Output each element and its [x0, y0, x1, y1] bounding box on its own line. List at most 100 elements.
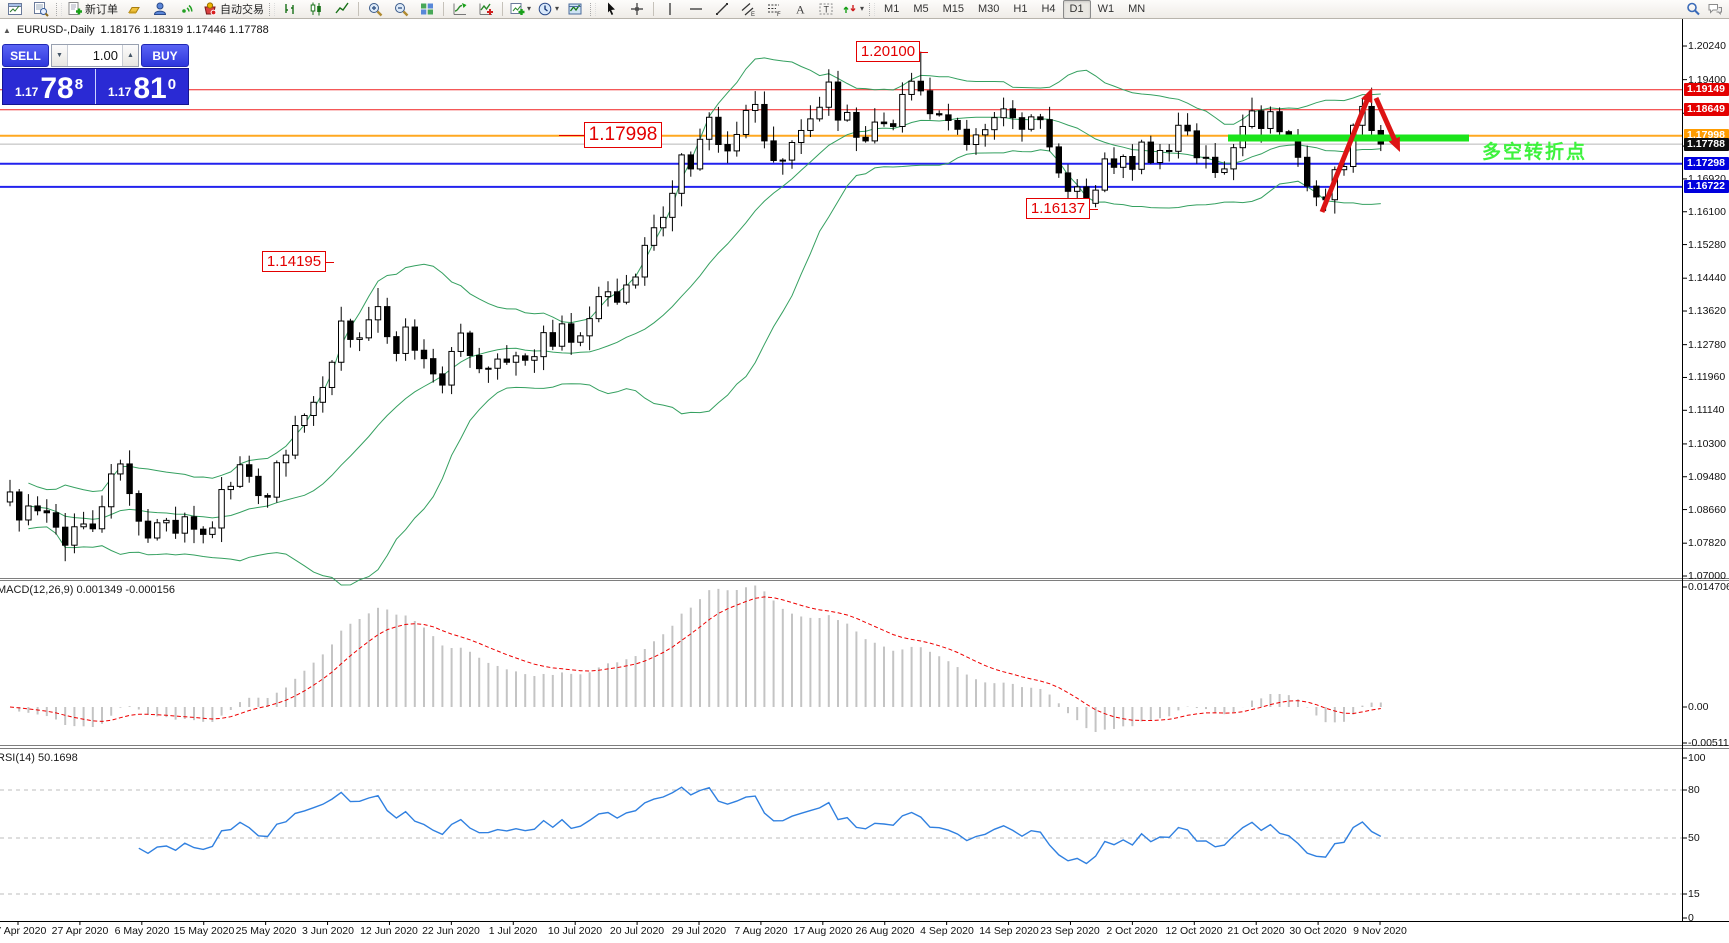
fibonacci-tool[interactable]: F — [761, 0, 787, 19]
macd-pane[interactable] — [0, 581, 1729, 745]
indicators-icon[interactable] — [447, 0, 473, 19]
annotation-connector — [919, 51, 928, 53]
svg-text:A: A — [796, 3, 805, 17]
auto-trading-button[interactable]: 自动交易 — [199, 0, 267, 19]
bid-ask-display: 1.17 78 8 1.17 81 0 — [2, 68, 189, 105]
chart-bottom-border — [0, 921, 1729, 922]
new-order-label: 新订单 — [85, 4, 118, 16]
annotation-text: 1.14195 — [266, 253, 322, 270]
buy-button[interactable]: BUY — [141, 44, 189, 67]
timeframe-m5[interactable]: M5 — [913, 2, 929, 15]
toolbar-group-handle — [590, 2, 597, 16]
toolbar-separator — [443, 2, 444, 16]
timeframe-m1[interactable]: M1 — [884, 2, 900, 15]
pane-splitter[interactable] — [0, 580, 1729, 581]
toolbar-separator — [502, 2, 503, 16]
toolbar-group-handle — [269, 2, 275, 16]
volume-increase-button[interactable]: ▲ — [122, 45, 138, 66]
chart-line-icon[interactable] — [329, 0, 355, 19]
annotation-connector — [559, 135, 585, 136]
price-annotation-120100[interactable]: 1.20100 — [856, 41, 928, 62]
channel-tool[interactable]: E — [735, 0, 761, 19]
ask-prefix: 1.17 — [107, 85, 132, 100]
timeframe-mn[interactable]: MN — [1128, 2, 1146, 15]
bid-pipette: 8 — [74, 76, 84, 93]
pane-splitter[interactable] — [0, 745, 1729, 746]
ask-price[interactable]: 1.17 81 0 — [96, 69, 188, 104]
volume-control: ▼ 1.00 ▲ — [51, 44, 139, 67]
timeframe-d1[interactable]: D1 — [1062, 0, 1091, 19]
collapse-icon[interactable]: ▲ — [3, 25, 11, 35]
timeframe-h4[interactable]: H4 — [1041, 2, 1056, 15]
timeframe-m15[interactable]: M15 — [942, 2, 965, 15]
zoom-in-icon[interactable] — [362, 0, 388, 19]
chart-title: ▲ EURUSD-,Daily 1.18176 1.18319 1.17446 … — [3, 24, 269, 36]
time-axis-pane[interactable] — [0, 922, 1729, 943]
toolbar-group-handle — [869, 2, 876, 16]
arrows-tool[interactable]: ▾ — [839, 0, 867, 19]
annotation-connector — [1089, 208, 1098, 210]
bid-price[interactable]: 1.17 78 8 — [3, 69, 96, 104]
toolbar-group-handle — [56, 2, 62, 16]
main-chart-pane[interactable] — [0, 19, 1729, 578]
macd-label: MACD(12,26,9) 0.001349 -0.000156 — [0, 584, 175, 596]
pane-splitter[interactable] — [0, 578, 1729, 579]
ask-big-digits: 81 — [133, 71, 167, 105]
ohlc-values: 1.18176 1.18319 1.17446 1.17788 — [100, 24, 269, 36]
turning-point-text[interactable]: 多空转折点 — [1482, 142, 1588, 163]
annotation-text: 1.16137 — [1030, 200, 1086, 217]
rsi-label: RSI(14) 50.1698 — [0, 752, 78, 764]
annotation-connector — [325, 261, 334, 263]
text-tool[interactable]: A — [787, 0, 813, 19]
accounts-icon[interactable] — [147, 0, 173, 19]
timeframe-m30[interactable]: M30 — [978, 2, 1000, 15]
new-chart-button[interactable]: ▾ — [506, 0, 534, 19]
cursor-tool[interactable] — [598, 0, 624, 19]
horizontal-line-tool[interactable] — [683, 0, 709, 19]
indicator-window-icon[interactable] — [473, 0, 499, 19]
timeframe-toolbar: M1 M5 M15 M30 H1 H4 D1 W1 MN — [877, 0, 1152, 19]
chart-candles-icon[interactable] — [303, 0, 329, 19]
search-icon[interactable] — [1685, 1, 1701, 17]
volume-decrease-button[interactable]: ▼ — [52, 45, 68, 66]
timeframe-w1[interactable]: W1 — [1097, 2, 1115, 15]
vertical-line-tool[interactable] — [657, 0, 683, 19]
toolbar-separator — [358, 2, 359, 16]
charts-window-icon[interactable] — [2, 0, 28, 19]
tile-windows-icon[interactable] — [414, 0, 440, 19]
ask-pipette: 0 — [167, 76, 177, 93]
pane-splitter[interactable] — [0, 748, 1729, 749]
bid-prefix: 1.17 — [14, 85, 39, 100]
market-watch-icon[interactable] — [28, 0, 54, 19]
price-annotation-116137[interactable]: 1.16137 — [1026, 198, 1098, 219]
timeframe-h1[interactable]: H1 — [1013, 2, 1028, 15]
main-toolbar: 新订单 自动交易 ▾ ▾ — [0, 0, 1729, 19]
chart-bars-icon[interactable] — [277, 0, 303, 19]
signals-icon[interactable] — [173, 0, 199, 19]
toolbar-right-group — [1685, 1, 1729, 17]
dropdown-caret: ▾ — [860, 4, 865, 13]
bid-big-digits: 78 — [40, 71, 74, 105]
chat-icon[interactable] — [1707, 1, 1723, 17]
sell-button[interactable]: SELL — [2, 44, 49, 67]
templates-icon[interactable] — [562, 0, 588, 19]
order-buttons-row: SELL ▼ 1.00 ▲ BUY — [2, 44, 189, 67]
annotation-text: 1.20100 — [860, 43, 916, 60]
annotation-text: 1.17998 — [588, 124, 658, 145]
text-label-tool[interactable]: T — [813, 0, 839, 19]
new-order-button[interactable]: 新订单 — [64, 0, 121, 19]
periods-button[interactable]: ▾ — [534, 0, 562, 19]
zoom-out-icon[interactable] — [388, 0, 414, 19]
dropdown-caret: ▾ — [555, 4, 560, 13]
trendline-tool[interactable] — [709, 0, 735, 19]
svg-text:F: F — [777, 12, 781, 17]
svg-text:E: E — [751, 12, 755, 17]
one-click-trading-panel: SELL ▼ 1.00 ▲ BUY 1.17 78 8 1.17 81 0 — [2, 44, 189, 105]
auto-trading-label: 自动交易 — [220, 4, 264, 16]
deposit-icon[interactable] — [121, 0, 147, 19]
price-annotation-117998[interactable]: 1.17998 — [559, 122, 662, 148]
rsi-pane[interactable] — [0, 749, 1729, 921]
price-annotation-114195[interactable]: 1.14195 — [262, 251, 334, 272]
crosshair-tool[interactable] — [624, 0, 650, 19]
volume-value[interactable]: 1.00 — [92, 48, 118, 63]
